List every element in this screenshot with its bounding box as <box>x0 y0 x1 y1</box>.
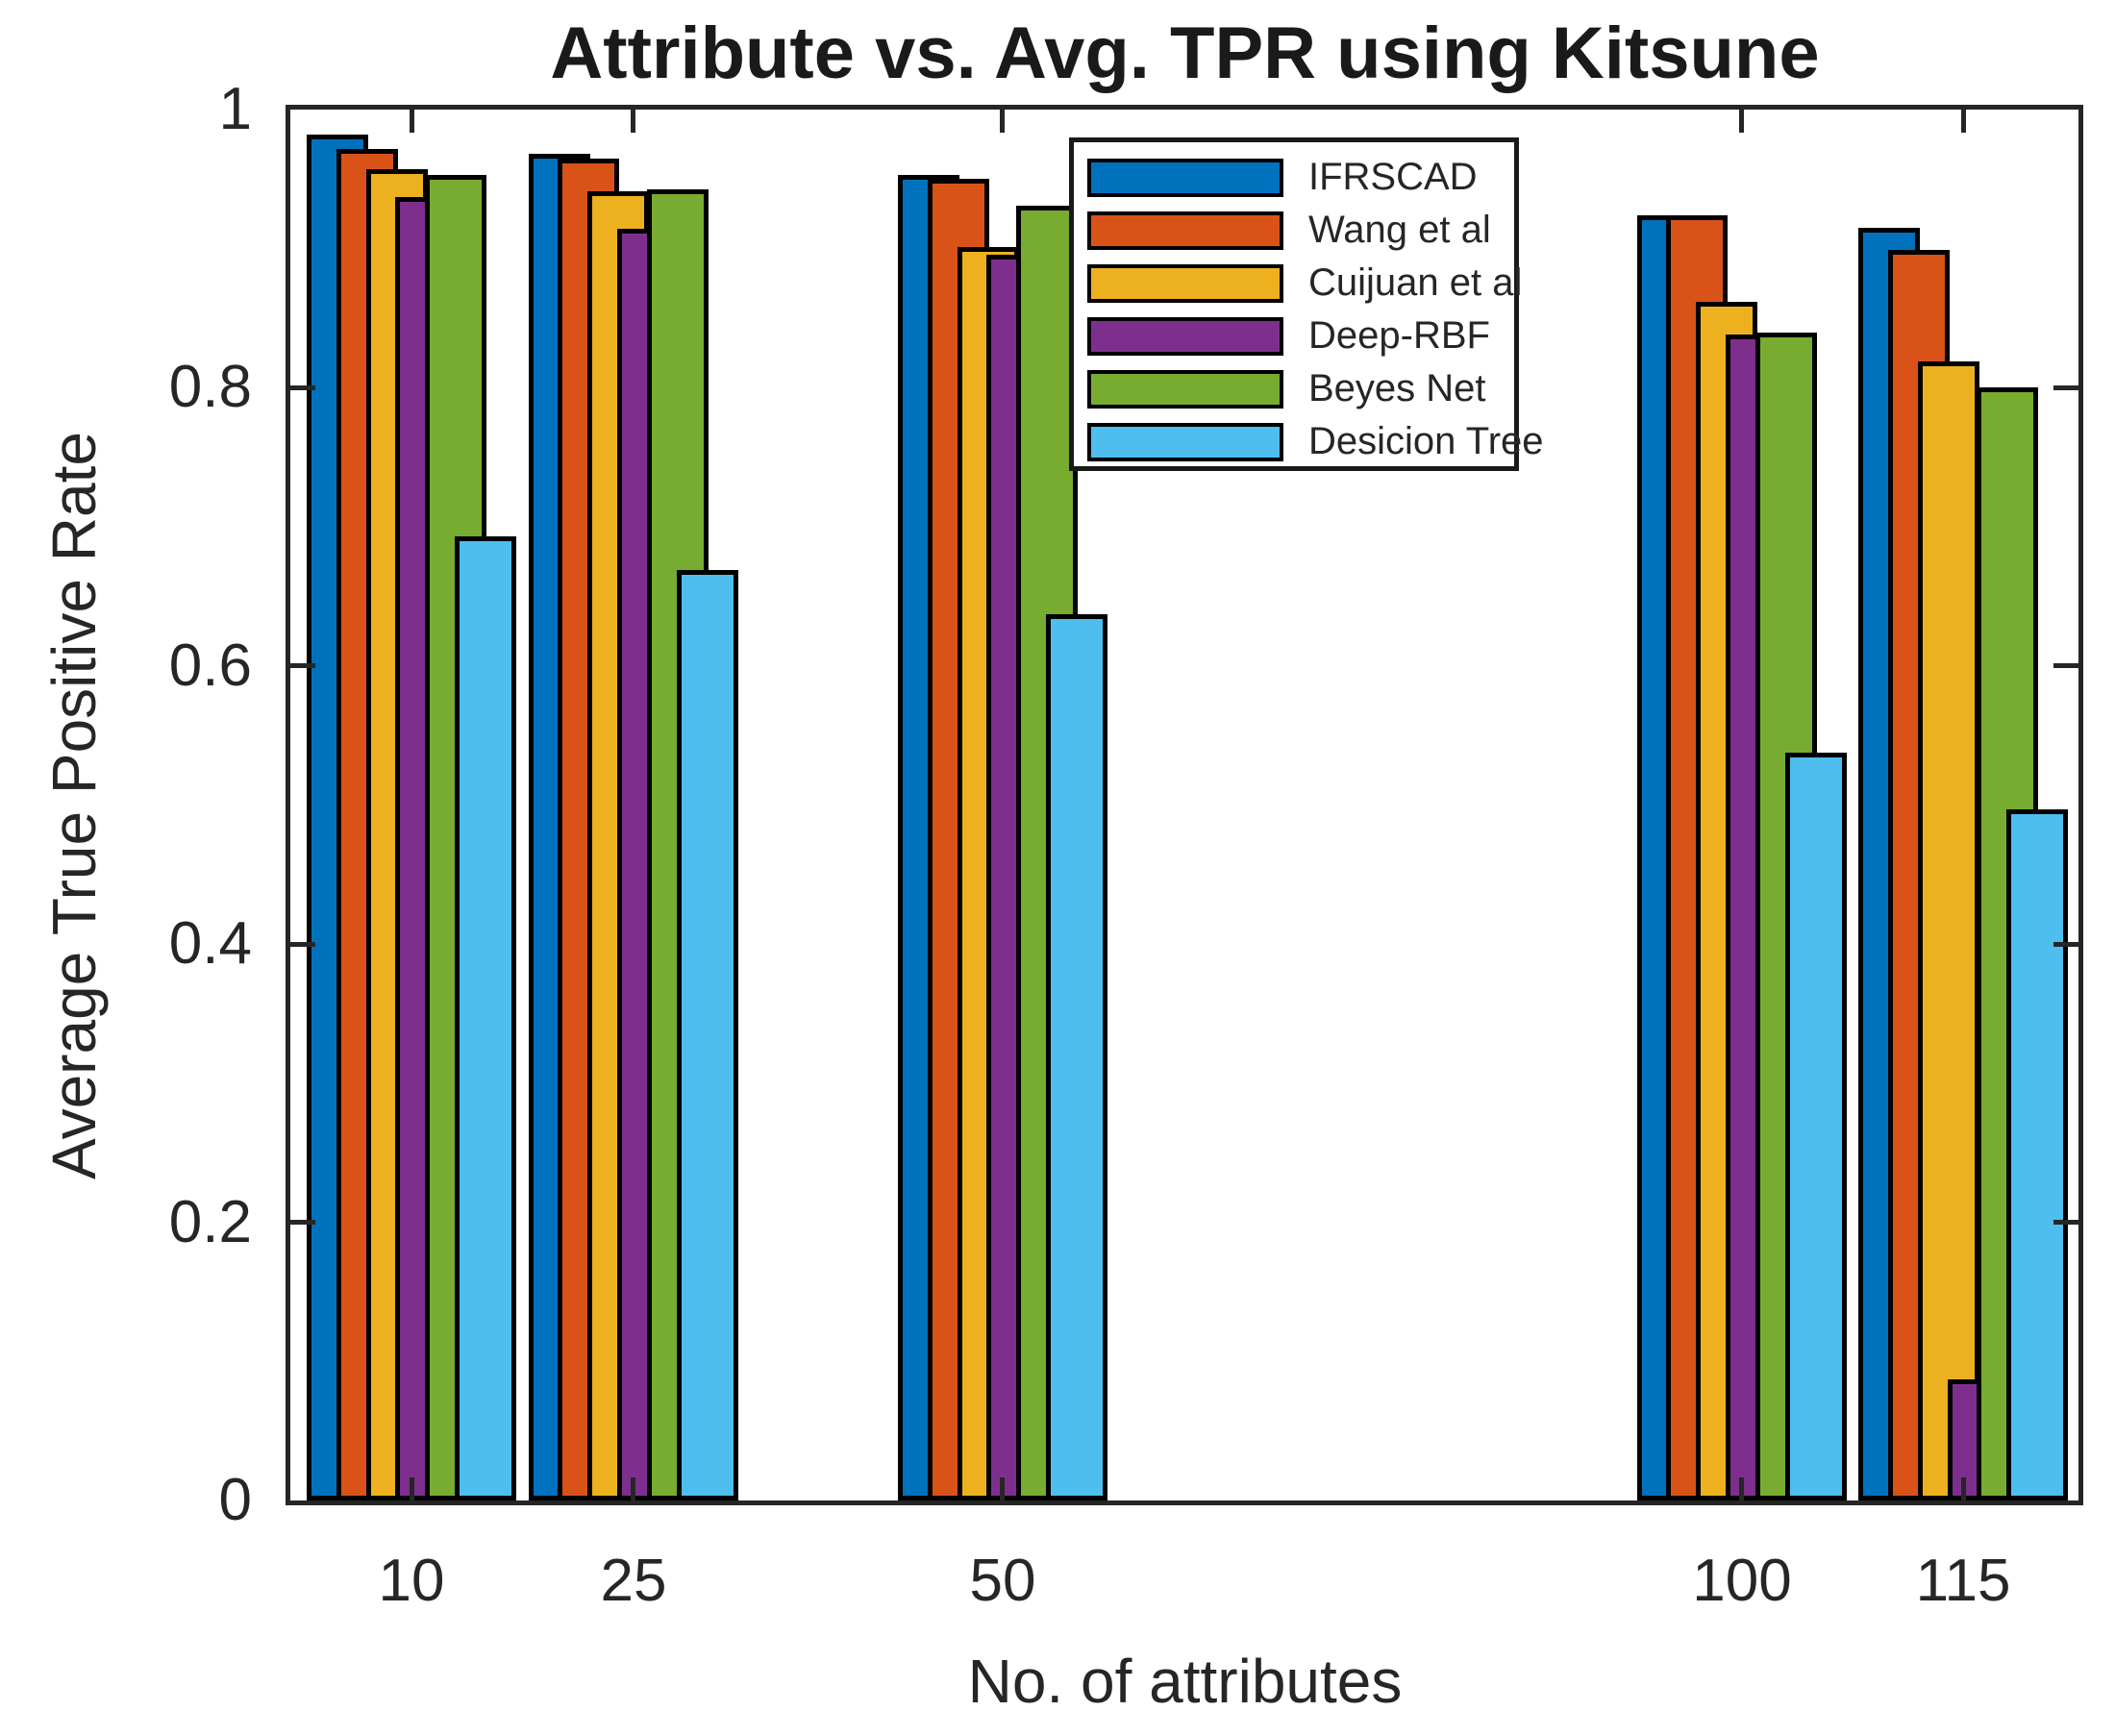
legend-row-wang-et-al: Wang et al <box>1087 204 1514 257</box>
y-tick-label-0.8: 0.8 <box>168 354 252 420</box>
bar-desicion-tree-25 <box>676 570 738 1500</box>
legend-row-desicion-tree: Desicion Tree <box>1087 415 1544 468</box>
y-tick-0.6-left <box>290 663 315 669</box>
legend-swatch-cuijuan-et-al <box>1087 263 1283 303</box>
y-tick-label-1: 1 <box>218 76 252 142</box>
y-tick-label-0.4: 0.4 <box>168 910 252 977</box>
legend-row-cuijuan-et-al: Cuijuan et al <box>1087 257 1522 310</box>
legend-swatch-beyes-net <box>1087 369 1283 409</box>
y-tick-0.6-right <box>2053 663 2078 669</box>
x-tick-25-top <box>631 110 636 133</box>
bar-desicion-tree-115 <box>2006 808 2069 1500</box>
legend-swatch-deep-rbf <box>1087 316 1283 356</box>
legend-label-wang-et-al: Wang et al <box>1308 209 1491 251</box>
x-tick-10-top <box>409 110 414 133</box>
x-tick-100-top <box>1739 110 1744 133</box>
legend-label-desicion-tree: Desicion Tree <box>1308 420 1544 462</box>
legend-label-ifrscad: IFRSCAD <box>1308 156 1478 198</box>
y-tick-0.8-right <box>2053 384 2078 390</box>
x-tick-100-bottom <box>1739 1477 1744 1500</box>
x-tick-label-10: 10 <box>378 1548 445 1614</box>
x-tick-label-115: 115 <box>1915 1548 2011 1614</box>
x-tick-50-bottom <box>1000 1477 1006 1500</box>
y-tick-0.2-right <box>2053 1220 2078 1226</box>
y-axis-label: Average True Positive Rate <box>39 432 109 1179</box>
x-tick-115-bottom <box>1960 1477 1966 1500</box>
legend-swatch-desicion-tree <box>1087 422 1283 461</box>
legend-label-beyes-net: Beyes Net <box>1308 367 1486 409</box>
legend: IFRSCAD Wang et al Cuijuan et al Deep-RBF Be… <box>1069 137 1544 471</box>
legend-swatch-wang-et-al <box>1087 211 1283 250</box>
bar-desicion-tree-10 <box>455 536 516 1500</box>
x-axis-label: No. of attributes <box>967 1647 1403 1716</box>
y-tick-label-0: 0 <box>218 1467 252 1533</box>
legend-row-beyes-net: Beyes Net <box>1087 362 1514 415</box>
legend-label-cuijuan-et-al: Cuijuan et al <box>1308 261 1523 304</box>
y-tick-0.8-left <box>290 384 315 390</box>
y-tick-0.4-right <box>2053 941 2078 947</box>
x-tick-label-25: 25 <box>600 1548 667 1614</box>
x-tick-50-top <box>1000 110 1006 133</box>
x-tick-25-bottom <box>631 1477 636 1500</box>
x-tick-label-100: 100 <box>1692 1548 1792 1614</box>
y-tick-label-0.2: 0.2 <box>168 1189 252 1255</box>
y-tick-0.2-left <box>290 1220 315 1226</box>
legend-row-deep-rbf: Deep-RBF <box>1087 310 1514 362</box>
bar-cuijuan-et-al-115 <box>1917 360 1979 1500</box>
x-tick-label-50: 50 <box>969 1548 1036 1614</box>
legend-swatch-ifrscad <box>1087 158 1283 197</box>
x-tick-115-top <box>1960 110 1966 133</box>
bar-desicion-tree-100 <box>1784 752 1847 1500</box>
y-tick-label-0.6: 0.6 <box>168 632 252 699</box>
legend-row-ifrscad: IFRSCAD <box>1087 151 1514 204</box>
x-tick-10-bottom <box>409 1477 414 1500</box>
legend-label-deep-rbf: Deep-RBF <box>1308 314 1490 357</box>
bar-desicion-tree-50 <box>1045 614 1107 1500</box>
y-tick-0.4-left <box>290 941 315 947</box>
chart-title: Attribute vs. Avg. TPR using Kitsune <box>550 12 1820 94</box>
